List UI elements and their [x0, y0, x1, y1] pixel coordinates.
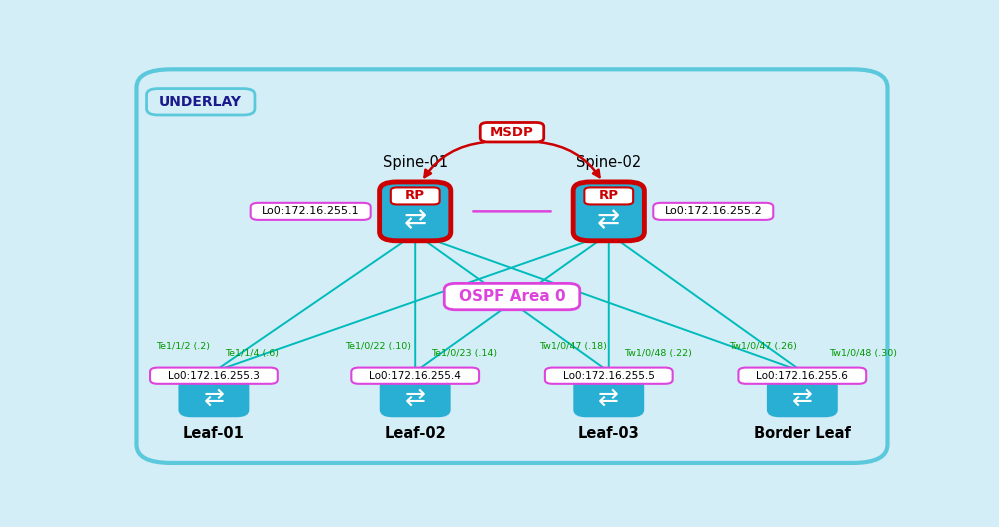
FancyBboxPatch shape — [445, 284, 579, 310]
Text: Tw1/0/47 (.26): Tw1/0/47 (.26) — [729, 343, 796, 352]
Text: Te1/0/23 (.14): Te1/0/23 (.14) — [431, 349, 497, 358]
FancyBboxPatch shape — [251, 203, 371, 220]
FancyBboxPatch shape — [380, 182, 451, 241]
Text: Lo0:172.16.255.6: Lo0:172.16.255.6 — [756, 370, 848, 380]
FancyBboxPatch shape — [653, 203, 773, 220]
FancyBboxPatch shape — [584, 188, 633, 204]
Text: Lo0:172.16.255.2: Lo0:172.16.255.2 — [664, 207, 762, 217]
FancyBboxPatch shape — [768, 380, 836, 416]
Text: ⇄: ⇄ — [597, 206, 620, 235]
Text: ⇄: ⇄ — [404, 206, 427, 235]
Text: RP: RP — [598, 189, 618, 202]
Text: ⇄: ⇄ — [792, 386, 813, 410]
FancyBboxPatch shape — [150, 368, 278, 384]
Text: ⇄: ⇄ — [204, 386, 225, 410]
FancyBboxPatch shape — [382, 380, 450, 416]
FancyBboxPatch shape — [180, 380, 248, 416]
FancyBboxPatch shape — [147, 89, 255, 115]
Text: Lo0:172.16.255.5: Lo0:172.16.255.5 — [562, 370, 654, 380]
Text: Te1/0/22 (.10): Te1/0/22 (.10) — [346, 343, 412, 352]
FancyBboxPatch shape — [137, 70, 887, 463]
Text: Tw1/0/48 (.22): Tw1/0/48 (.22) — [624, 349, 692, 358]
Text: MSDP: MSDP — [491, 126, 533, 139]
Text: Lo0:172.16.255.1: Lo0:172.16.255.1 — [262, 207, 360, 217]
FancyBboxPatch shape — [574, 380, 642, 416]
Text: Te1/1/2 (.2): Te1/1/2 (.2) — [156, 343, 210, 352]
FancyBboxPatch shape — [481, 122, 543, 142]
FancyBboxPatch shape — [544, 368, 672, 384]
Text: Lo0:172.16.255.4: Lo0:172.16.255.4 — [370, 370, 462, 380]
Text: OSPF Area 0: OSPF Area 0 — [459, 289, 565, 304]
Text: Spine-02: Spine-02 — [576, 155, 641, 170]
Text: Leaf-01: Leaf-01 — [183, 426, 245, 441]
Text: Lo0:172.16.255.3: Lo0:172.16.255.3 — [168, 370, 260, 380]
Text: Tw1/0/48 (.30): Tw1/0/48 (.30) — [829, 349, 897, 358]
FancyBboxPatch shape — [352, 368, 480, 384]
Text: ⇄: ⇄ — [405, 386, 426, 410]
Text: Tw1/0/47 (.18): Tw1/0/47 (.18) — [539, 343, 607, 352]
Text: Te1/1/4 (.6): Te1/1/4 (.6) — [226, 349, 280, 358]
Text: RP: RP — [406, 189, 426, 202]
FancyBboxPatch shape — [738, 368, 866, 384]
Text: Border Leaf: Border Leaf — [754, 426, 851, 441]
Text: Leaf-03: Leaf-03 — [577, 426, 639, 441]
Text: Spine-01: Spine-01 — [383, 155, 448, 170]
Text: ⇄: ⇄ — [598, 386, 619, 410]
Text: UNDERLAY: UNDERLAY — [159, 95, 242, 109]
FancyBboxPatch shape — [391, 188, 440, 204]
Text: Leaf-02: Leaf-02 — [385, 426, 447, 441]
FancyBboxPatch shape — [573, 182, 644, 241]
